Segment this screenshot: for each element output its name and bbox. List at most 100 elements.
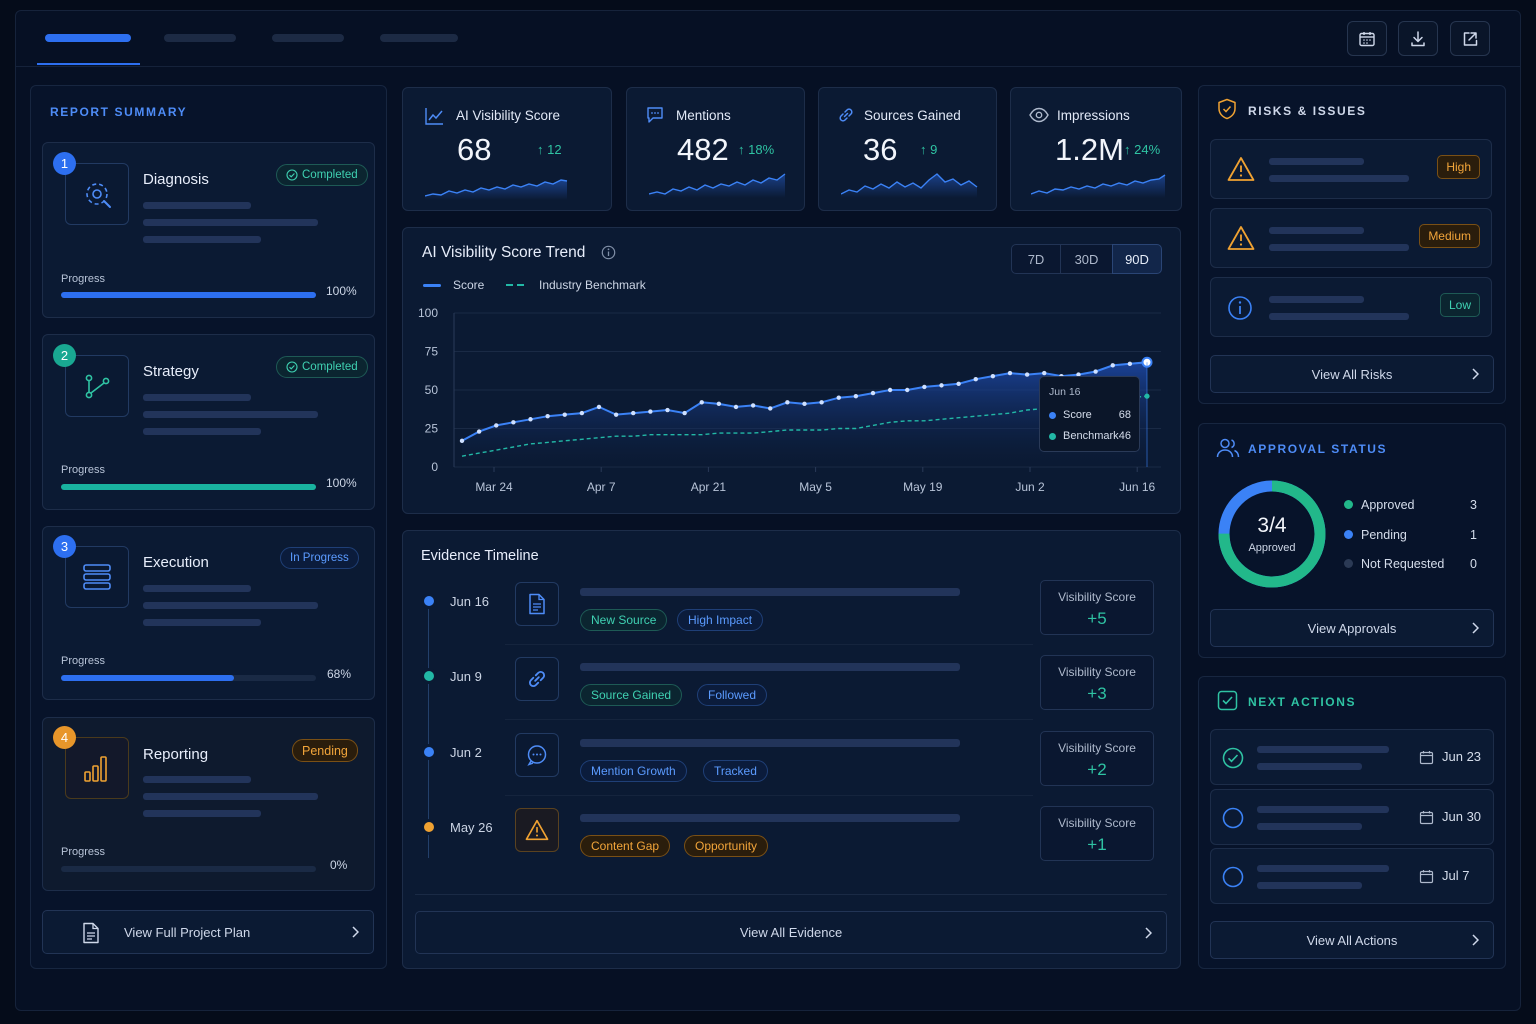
placeholder-line — [143, 428, 261, 435]
tooltip-bench-value: 46 — [1118, 430, 1131, 442]
evidence-tag: Source Gained — [580, 684, 683, 706]
action-item[interactable]: Jun 30 — [1210, 789, 1494, 845]
row-divider — [505, 644, 1033, 645]
y-tick-label: 75 — [425, 345, 439, 359]
next-actions-title: NEXT ACTIONS — [1248, 695, 1357, 709]
circle-icon[interactable] — [1222, 866, 1244, 888]
calendar-icon — [1419, 751, 1434, 765]
score-point — [596, 404, 602, 410]
calendar-icon — [1419, 870, 1434, 884]
risk-item[interactable]: Medium — [1210, 208, 1492, 268]
kpi-card-impressions[interactable]: Impressions 1.2M ↑ 24% — [1010, 87, 1182, 211]
placeholder-line — [1257, 746, 1389, 753]
risk-item[interactable]: Low — [1210, 277, 1492, 337]
view-all-risks-button[interactable]: View All Risks — [1210, 355, 1494, 393]
evidence-date: Jun 16 — [450, 594, 490, 609]
download-icon — [1411, 30, 1425, 46]
legend-score-swatch — [423, 284, 441, 287]
placeholder-line — [1257, 882, 1362, 889]
view-approvals-button[interactable]: View Approvals — [1210, 609, 1494, 647]
score-point — [699, 400, 704, 405]
risk-item[interactable]: High — [1210, 139, 1492, 199]
evidence-score-box: Visibility Score +3 — [1040, 655, 1154, 710]
progress-fill — [61, 484, 316, 490]
evidence-score-value: +3 — [1087, 684, 1107, 703]
tab-3[interactable] — [272, 34, 344, 42]
link-icon — [839, 108, 853, 122]
x-tick-label: Apr 21 — [691, 480, 727, 494]
progress-percent: 100% — [326, 284, 357, 298]
chevron-right-icon — [1472, 622, 1479, 634]
check-circle-icon[interactable] — [1222, 747, 1244, 769]
kpi-card-mentions[interactable]: Mentions 482 ↑ 18% — [626, 87, 805, 211]
placeholder-line — [143, 619, 261, 626]
eye-icon — [1029, 107, 1049, 123]
evidence-tag: Content Gap — [580, 835, 671, 857]
evidence-date: Jun 2 — [450, 745, 482, 760]
timeline-dot — [424, 822, 434, 832]
view-project-plan-button[interactable]: View Full Project Plan — [42, 910, 374, 954]
users-icon — [1216, 438, 1240, 458]
score-point — [819, 400, 824, 405]
score-point — [1076, 372, 1081, 377]
approval-ratio-label: Approved — [1248, 542, 1296, 554]
progress-fill — [61, 675, 235, 681]
tab-4[interactable] — [380, 34, 458, 42]
step-number: 3 — [53, 535, 76, 558]
link-icon — [515, 657, 559, 701]
chat-bubble-icon — [647, 107, 663, 123]
placeholder-line — [1257, 865, 1389, 872]
evidence-date: Jun 9 — [450, 669, 482, 684]
kpi-card-sources[interactable]: Sources Gained 36 ↑ 9 — [818, 87, 997, 211]
approval-row-pending: Pending — [1344, 528, 1407, 542]
view-all-evidence-button[interactable]: View All Evidence — [415, 911, 1167, 954]
range-30d[interactable]: 30D — [1060, 244, 1113, 274]
score-point — [802, 401, 807, 407]
view-project-plan-label: View Full Project Plan — [124, 924, 251, 940]
kpi-label: Sources Gained — [864, 108, 961, 123]
download-button[interactable] — [1398, 21, 1438, 56]
score-point — [1042, 370, 1047, 376]
kpi-label: Mentions — [676, 108, 731, 123]
top-bar — [16, 11, 1520, 67]
evidence-score-label: Visibility Score — [1058, 741, 1136, 755]
evidence-title: Evidence Timeline — [421, 548, 539, 564]
range-90d[interactable]: 90D — [1112, 244, 1162, 274]
score-point — [768, 406, 773, 411]
check-circle-icon — [286, 169, 298, 181]
tab-underline — [37, 63, 140, 65]
progress-label: Progress — [61, 464, 106, 476]
kpi-card-visibility[interactable]: AI Visibility Score 68 ↑ 12 — [402, 87, 612, 211]
branch-icon — [65, 355, 129, 417]
evidence-score-box: Visibility Score +5 — [1040, 580, 1154, 635]
action-item[interactable]: Jul 7 — [1210, 848, 1494, 904]
share-button[interactable] — [1450, 21, 1490, 56]
score-point — [973, 377, 978, 382]
view-all-actions-button[interactable]: View All Actions — [1210, 921, 1494, 959]
progress-track — [61, 292, 316, 298]
tooltip-score-label: Score — [1063, 409, 1092, 421]
kpi-value: 482 — [677, 132, 729, 167]
score-point — [511, 420, 516, 425]
approval-row-count: 3 — [1470, 498, 1477, 512]
score-point — [562, 412, 567, 417]
evidence-tag: New Source — [580, 609, 668, 631]
placeholder-line — [1269, 296, 1364, 303]
status-text: Pending — [302, 743, 348, 758]
range-7d[interactable]: 7D — [1011, 244, 1061, 274]
tab-2[interactable] — [164, 34, 236, 42]
approval-row-count: 0 — [1470, 557, 1477, 571]
score-point — [631, 410, 636, 416]
step-number: 1 — [53, 152, 76, 175]
action-item[interactable]: Jun 23 — [1210, 729, 1494, 785]
circle-icon[interactable] — [1222, 807, 1244, 829]
donut-approved-segment — [1218, 480, 1326, 588]
warning-icon — [515, 808, 559, 852]
info-icon[interactable] — [601, 245, 616, 260]
tab-active[interactable] — [45, 34, 131, 42]
x-tick-label: May 5 — [799, 480, 832, 494]
calendar-button[interactable] — [1347, 21, 1387, 56]
score-point — [956, 381, 961, 387]
y-tick-label: 100 — [418, 306, 438, 320]
chart-title: AI Visibility Score Trend — [422, 244, 586, 261]
